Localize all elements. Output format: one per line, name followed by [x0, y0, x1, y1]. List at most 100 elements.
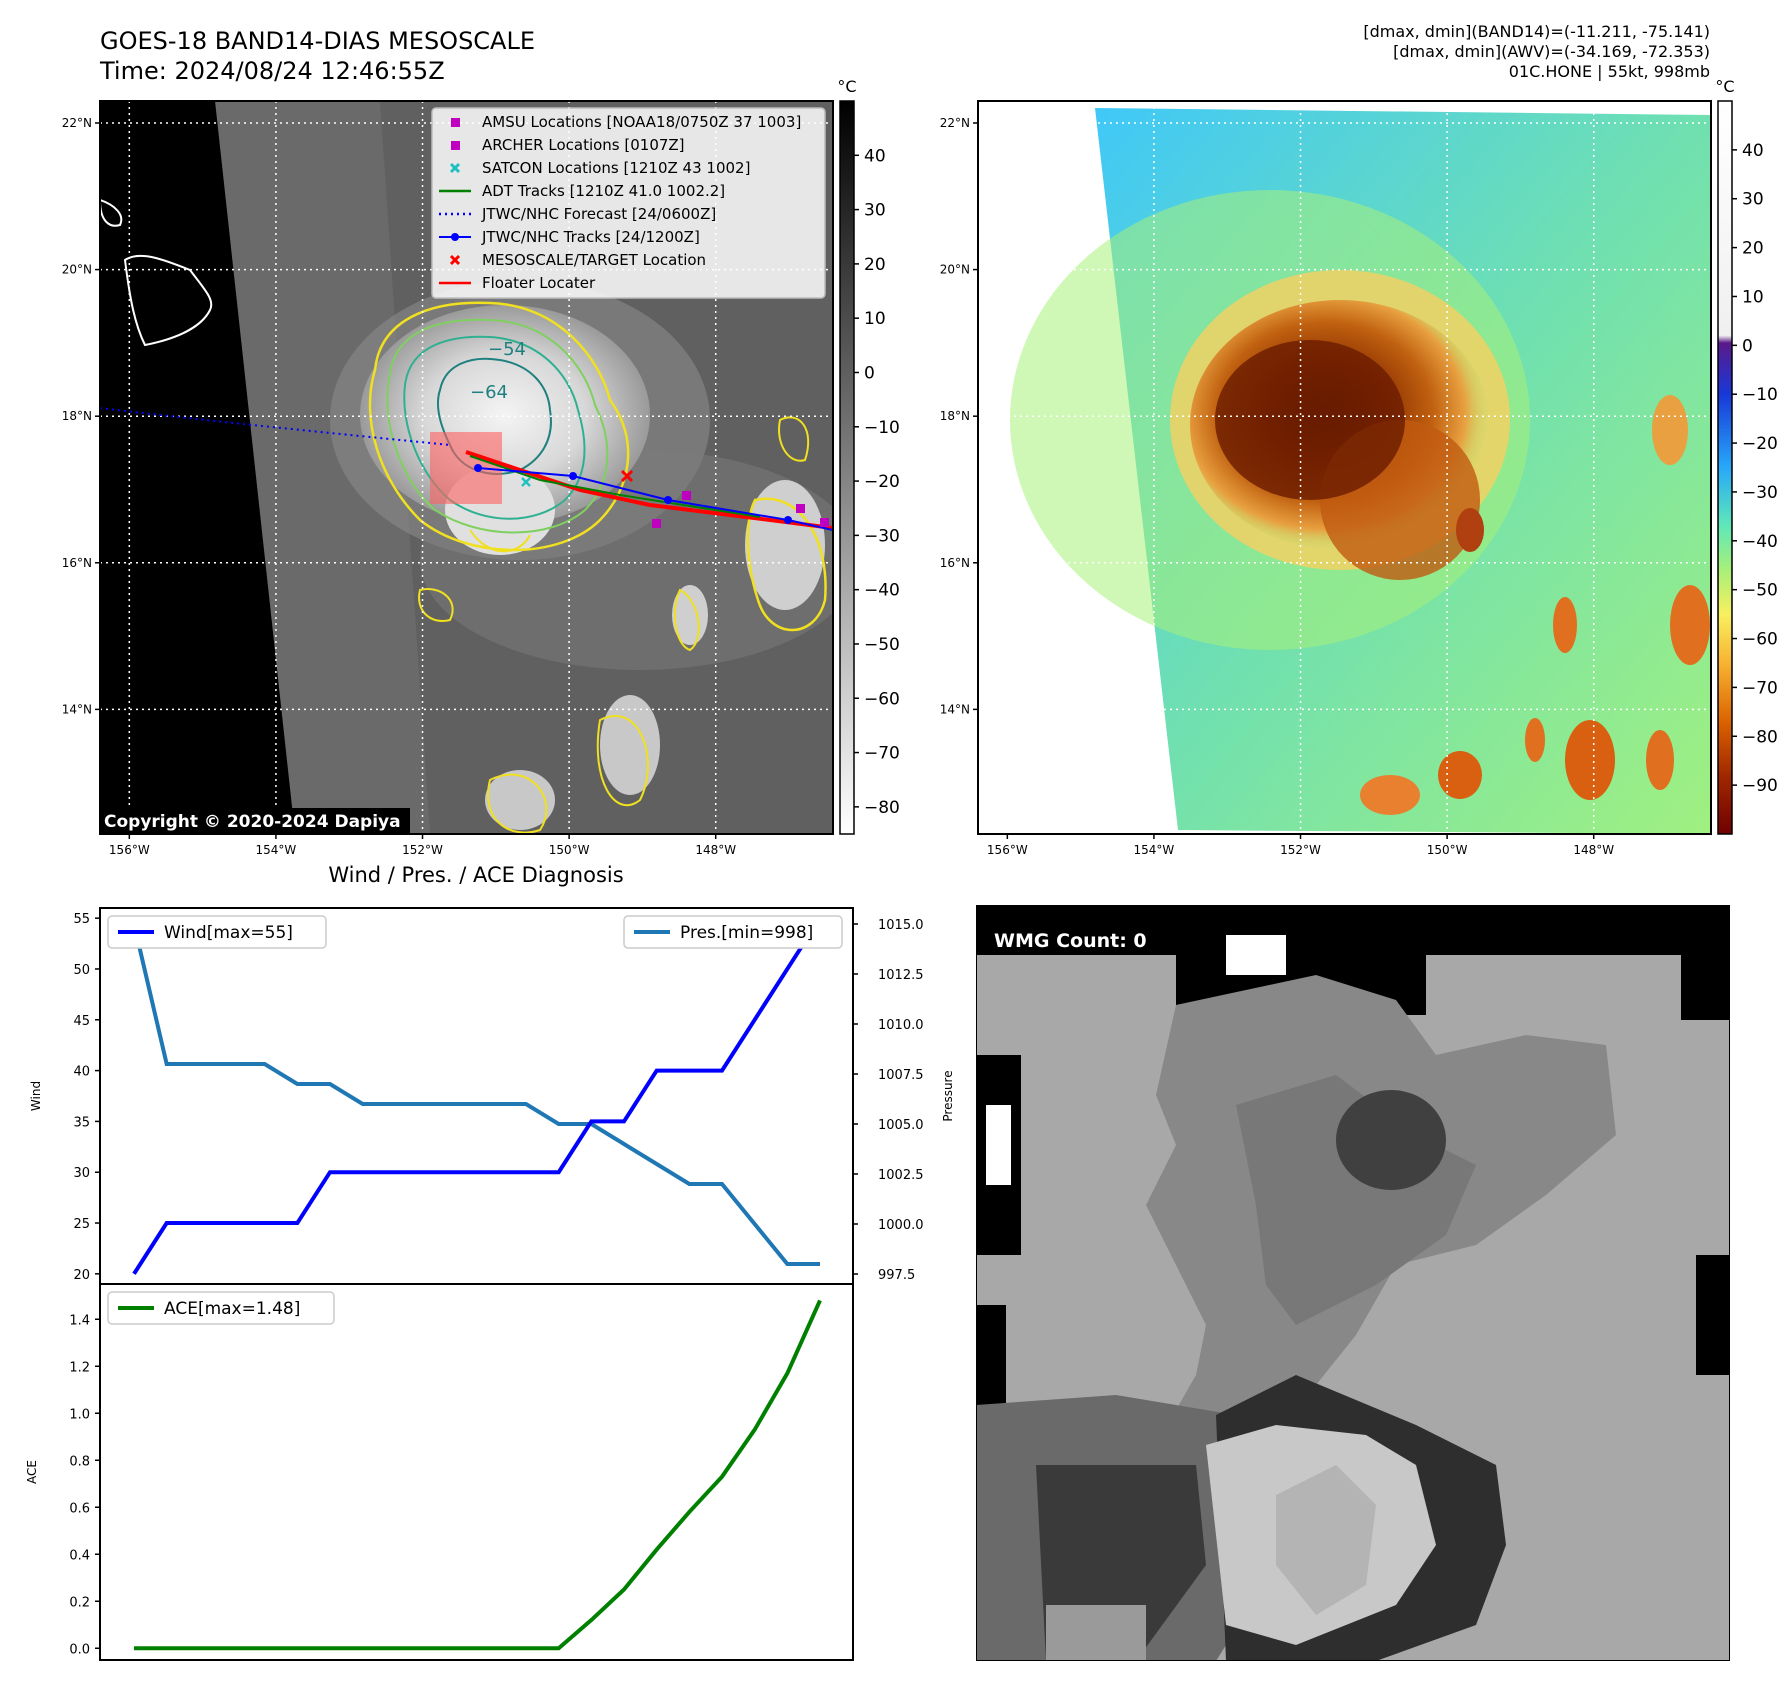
info-block: [dmax, dmin](BAND14)=(-11.211, -75.141) …: [1363, 22, 1710, 82]
target-box: [430, 432, 502, 504]
svg-text:Pres.[min=998]: Pres.[min=998]: [680, 923, 813, 943]
wind-axis-label: Wind: [29, 1081, 43, 1111]
colorbar-tick: −70: [1742, 678, 1778, 698]
wind-tick: 40: [73, 1065, 90, 1080]
pressure-tick: 1005.0: [878, 1118, 924, 1133]
pressure-tick: 1007.5: [878, 1068, 924, 1083]
floater-locater-track: [465, 450, 833, 530]
colorbar-tick: 10: [1742, 287, 1764, 307]
colorbar-tick: −50: [1742, 581, 1778, 601]
wind-pressure-panel: [99, 907, 854, 1285]
svg-text:AMSU Locations [NOAA18/0750Z 3: AMSU Locations [NOAA18/0750Z 37 1003]: [482, 113, 801, 131]
wind-tick: 55: [73, 912, 90, 927]
svg-text:JTWC/NHC Tracks [24/1200Z]: JTWC/NHC Tracks [24/1200Z]: [481, 228, 700, 246]
lat-label: 16°N: [940, 556, 970, 570]
lon-label: 154°W: [256, 843, 297, 857]
svg-text:Floater Locater: Floater Locater: [482, 274, 596, 292]
ace-line: [134, 1299, 822, 1651]
colorbar-tick: −40: [1742, 532, 1778, 552]
info-line-band14: [dmax, dmin](BAND14)=(-11.211, -75.141): [1363, 22, 1710, 41]
info-line-storm: 01C.HONE | 55kt, 998mb: [1508, 62, 1710, 81]
wind-tick: 45: [73, 1014, 90, 1029]
copyright-text: Copyright © 2020-2024 Dapiya: [104, 812, 401, 832]
colorbar-tick: −90: [1742, 776, 1778, 796]
wmg-count-label: WMG Count: 0: [994, 930, 1147, 952]
lat-label: 22°N: [940, 116, 970, 130]
ace-tick: 1.4: [69, 1313, 90, 1328]
legend-item: ADT Tracks [1210Z 41.0 1002.2]: [439, 182, 725, 200]
lat-label: 18°N: [62, 409, 92, 423]
color-colorbar: [1717, 100, 1733, 835]
colorbar-tick: −10: [1742, 385, 1778, 405]
colorbar-tick: 40: [1742, 141, 1764, 161]
colorbar-tick: 40: [864, 146, 886, 166]
ace-panel: [99, 1283, 854, 1661]
ace-tick: 1.0: [69, 1407, 90, 1422]
lat-label: 18°N: [940, 409, 970, 423]
legend-item: MESOSCALE/TARGET Location: [449, 251, 706, 269]
diagnosis-chart: 20 25 30 35 40 45 50 55 997.5 1000.0 1002.5 1005.0 1…: [25, 907, 955, 1661]
ace-tick: 0.4: [69, 1548, 90, 1563]
svg-text:JTWC/NHC Forecast [24/0600Z]: JTWC/NHC Forecast [24/0600Z]: [481, 205, 716, 223]
svg-text:MESOSCALE/TARGET Location: MESOSCALE/TARGET Location: [482, 251, 706, 269]
colorbar-tick: −10: [864, 418, 900, 438]
wmg-panel: WMG Count: 0: [976, 905, 1730, 1661]
pressure-tick: 1012.5: [878, 968, 924, 983]
mesoscale-target-marker: [620, 469, 634, 483]
colorbar-tick: 20: [1742, 239, 1764, 259]
colorbar-tick: −80: [1742, 727, 1778, 747]
figure-title: GOES-18 BAND14-DIAS MESOSCALE: [100, 27, 536, 55]
pressure-axis-label: Pressure: [941, 1070, 955, 1121]
lon-label: 152°W: [402, 843, 443, 857]
color-colorbar-unit: °C: [1715, 77, 1734, 96]
jtwc-forecast-track: [100, 407, 451, 446]
wind-tick: 35: [73, 1115, 90, 1130]
wind-line: [132, 917, 822, 1275]
lat-label: 14°N: [62, 702, 92, 716]
adt-track: [469, 455, 761, 518]
svg-text:SATCON Locations [1210Z 43 100: SATCON Locations [1210Z 43 1002]: [482, 159, 750, 177]
gray-colorbar: [839, 100, 855, 835]
big-island-outline: [123, 254, 213, 347]
pressure-tick: 1000.0: [878, 1218, 924, 1233]
pressure-tick: 997.5: [878, 1268, 915, 1283]
wind-legend: Wind[max=55]: [107, 915, 327, 949]
figure-time: Time: 2024/08/24 12:46:55Z: [100, 57, 445, 85]
lat-label: 16°N: [62, 556, 92, 570]
colorbar-tick: −40: [864, 581, 900, 601]
colorbar-tick: −70: [864, 744, 900, 764]
colorbar-tick: 10: [864, 309, 886, 329]
svg-text:ARCHER Locations [0107Z]: ARCHER Locations [0107Z]: [482, 136, 685, 154]
lon-label: 152°W: [1280, 843, 1321, 857]
ace-legend: ACE[max=1.48]: [107, 1291, 335, 1325]
lat-label: 14°N: [940, 702, 970, 716]
satcon-marker: [521, 477, 531, 487]
wind-tick: 25: [73, 1217, 90, 1232]
info-line-awv: [dmax, dmin](AWV)=(-34.169, -72.353): [1393, 42, 1710, 61]
lat-label: 22°N: [62, 116, 92, 130]
legend-item: AMSU Locations [NOAA18/0750Z 37 1003]: [451, 113, 801, 131]
ace-tick: 0.8: [69, 1454, 90, 1469]
colorbar-tick: −60: [1742, 630, 1778, 650]
colorbar-tick: −30: [1742, 483, 1778, 503]
ir-map-panel: −54 −64 AMS: [62, 77, 1778, 857]
wind-tick: 30: [73, 1166, 90, 1181]
svg-text:−54: −54: [488, 339, 526, 360]
lon-label: 154°W: [1134, 843, 1175, 857]
lon-label: 156°W: [109, 843, 150, 857]
pressure-line: [132, 923, 820, 1266]
pressure-tick: 1015.0: [878, 918, 924, 933]
lon-label: 148°W: [1573, 843, 1614, 857]
colorbar-tick: 20: [864, 255, 886, 275]
diagnosis-title: Wind / Pres. / ACE Diagnosis: [328, 863, 624, 887]
wind-tick: 50: [73, 963, 90, 978]
legend-item: JTWC/NHC Forecast [24/0600Z]: [439, 205, 716, 223]
pressure-legend: Pres.[min=998]: [623, 915, 843, 949]
colorbar-tick: −60: [864, 689, 900, 709]
ace-axis-label: ACE: [25, 1460, 39, 1484]
colorbar-tick: 0: [1742, 336, 1753, 356]
ace-tick: 1.2: [69, 1360, 90, 1375]
colorbar-tick: −30: [864, 526, 900, 546]
pressure-tick: 1002.5: [878, 1168, 924, 1183]
wind-tick: 20: [73, 1268, 90, 1283]
